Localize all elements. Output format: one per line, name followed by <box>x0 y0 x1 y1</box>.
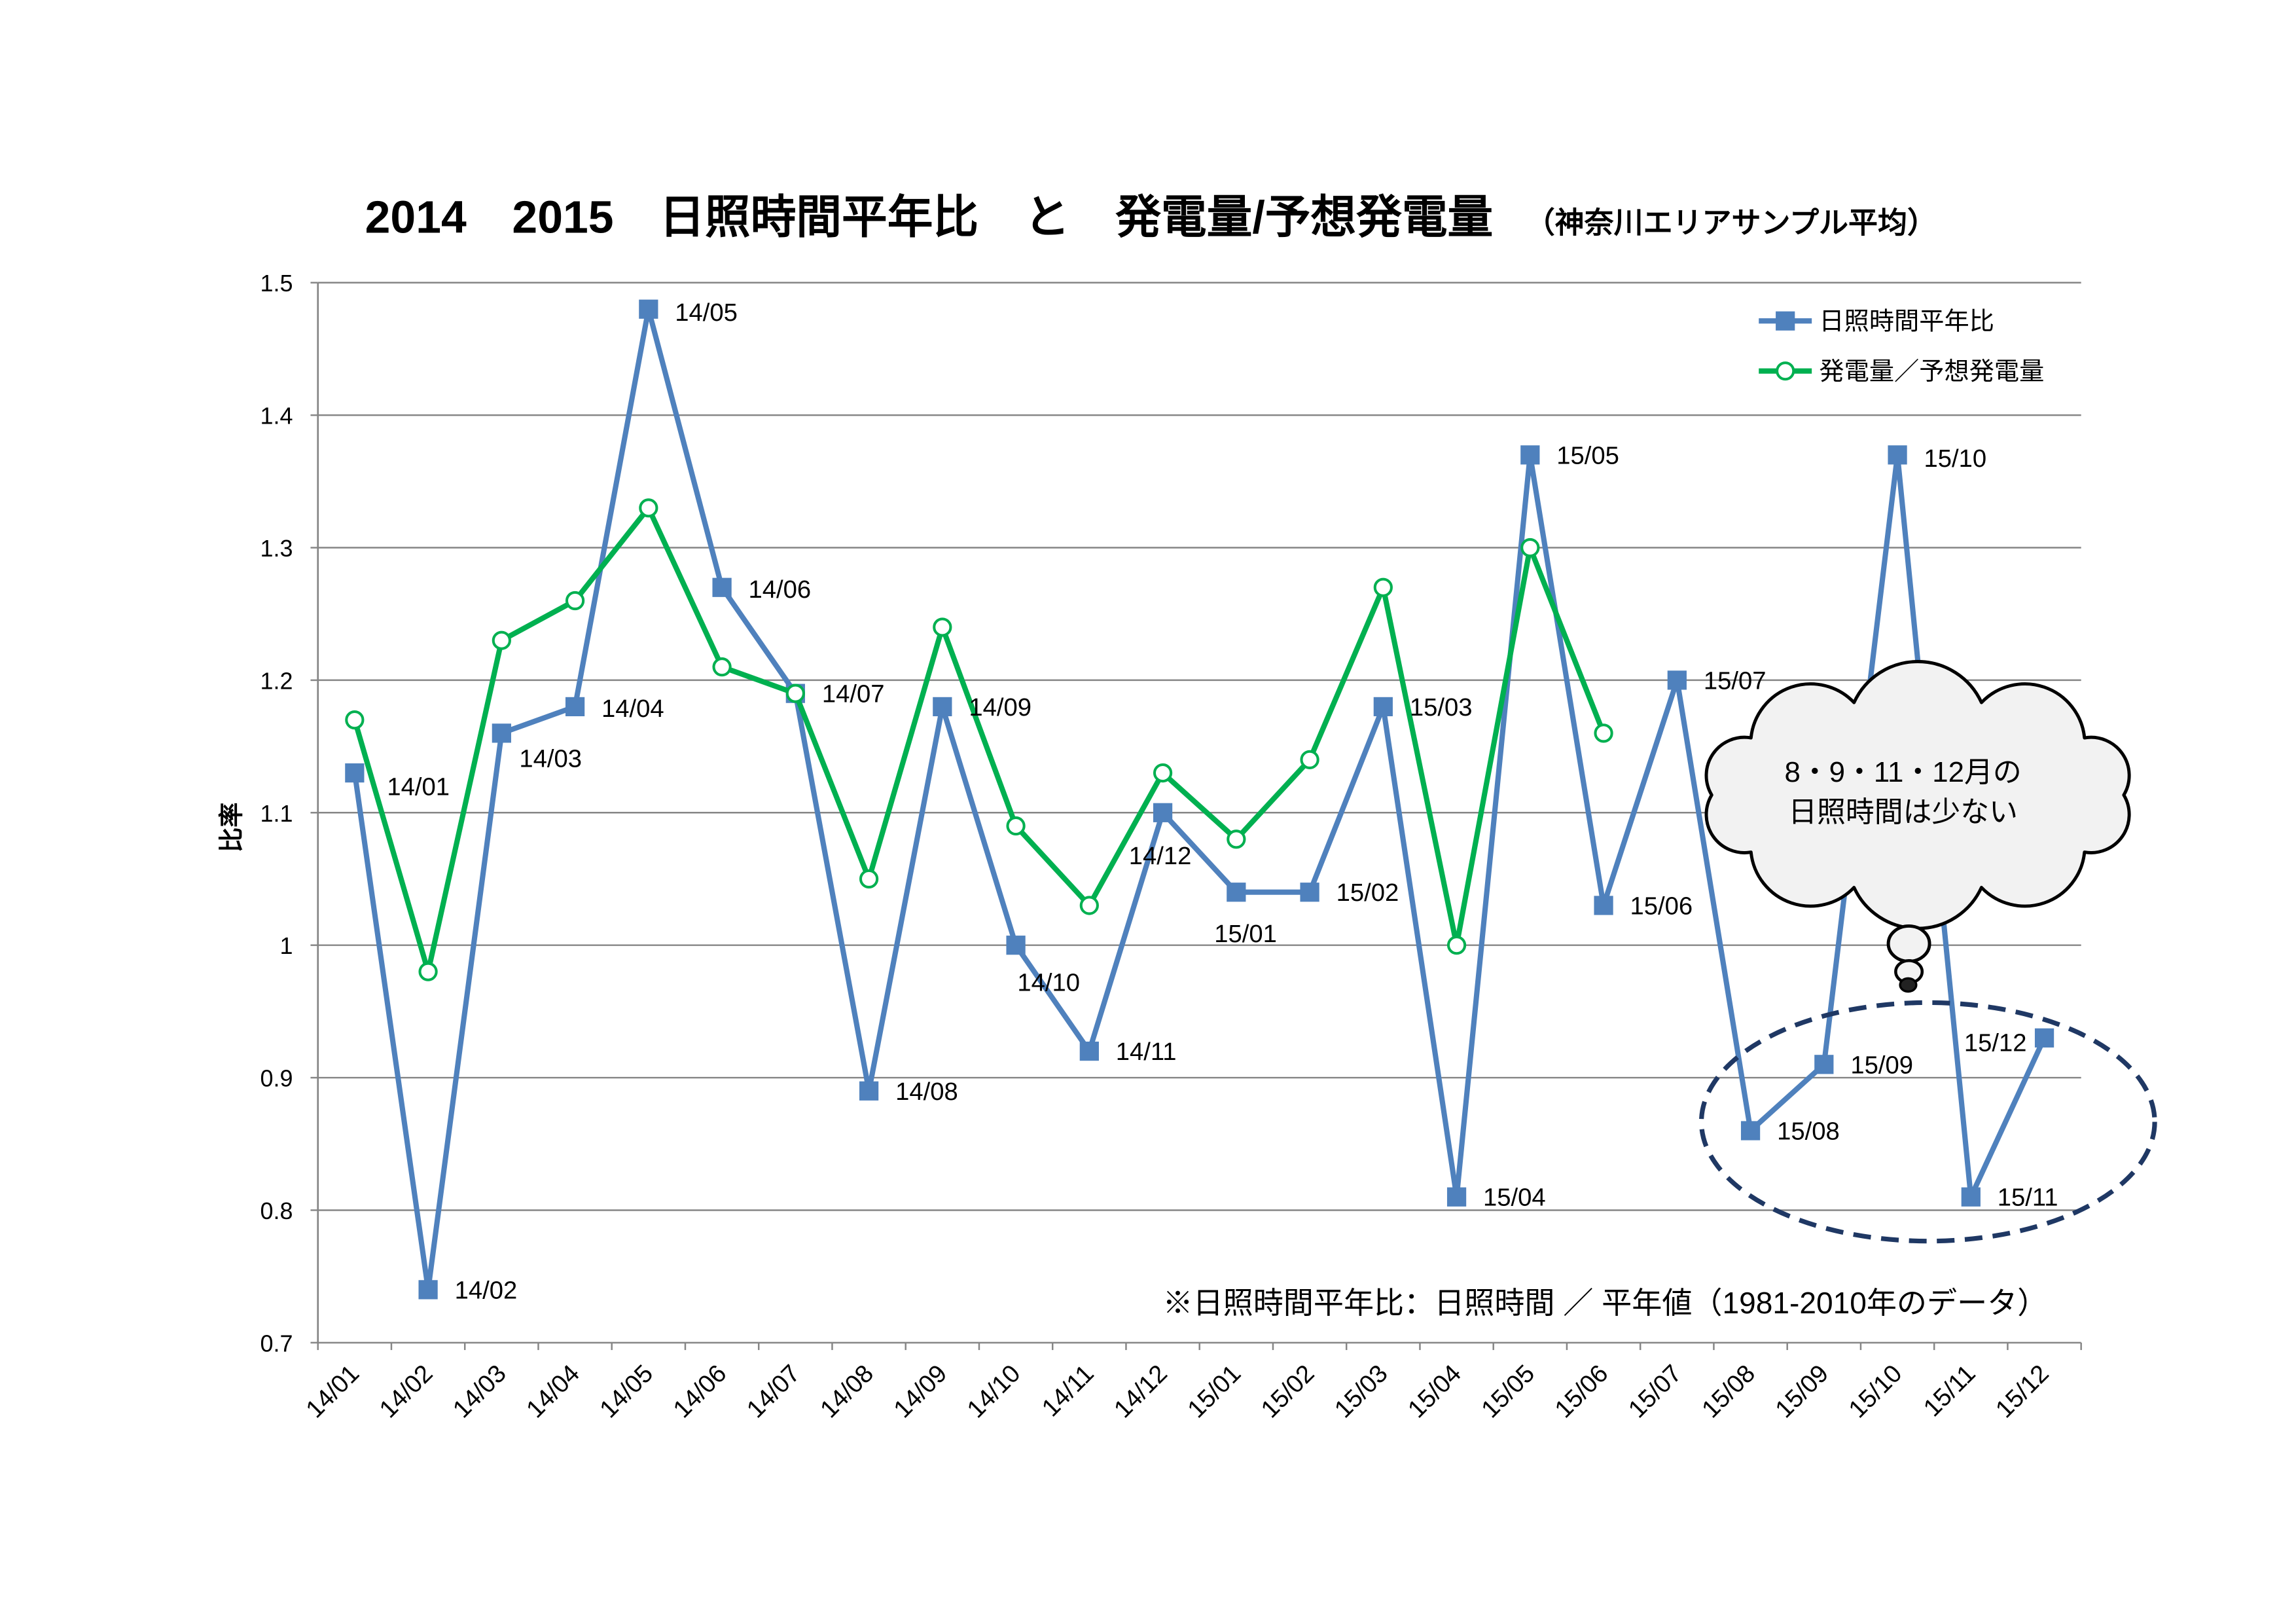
data-label: 14/10 <box>1017 968 1080 996</box>
sunshine-ratio-marker <box>712 577 732 597</box>
y-tick-label: 1.5 <box>260 270 293 297</box>
data-label: 15/04 <box>1483 1184 1546 1212</box>
generation-ratio-marker <box>418 962 438 981</box>
generation-ratio-marker <box>859 869 879 889</box>
legend-label-generation-ratio: 発電量／予想発電量 <box>1819 357 2044 386</box>
sunshine-ratio-marker <box>1667 670 1687 690</box>
generation-ratio-marker <box>345 710 365 730</box>
y-tick-label: 0.7 <box>260 1330 293 1357</box>
sunshine-ratio-line <box>351 306 2047 1292</box>
data-label: 14/06 <box>748 575 811 604</box>
y-axis-label: 比率 <box>218 803 246 852</box>
data-label: 14/01 <box>387 773 450 801</box>
callout-line-2: 日照時間は少ない <box>1788 796 2018 828</box>
generation-ratio-marker <box>1006 816 1026 836</box>
y-tick-label: 1.3 <box>260 535 293 562</box>
legend-item-sunshine-ratio: 日照時間平年比 <box>1759 308 1994 336</box>
data-label: 15/08 <box>1777 1118 1840 1146</box>
data-label: 14/04 <box>601 695 664 723</box>
sunshine-ratio-marker <box>1814 1055 1834 1074</box>
sunshine-ratio-marker <box>418 1280 438 1300</box>
sunshine-ratio-marker <box>1888 445 1907 465</box>
data-label: 14/03 <box>519 745 582 773</box>
callout-cloud: 8・9・11・12月の 日照時間は少ない <box>1704 660 2131 993</box>
generation-ratio-marker <box>1520 538 1540 558</box>
legend-square-marker <box>1776 311 1795 331</box>
sunshine-ratio-marker <box>1594 896 1613 915</box>
generation-ratio-marker <box>639 498 658 518</box>
generation-ratio-marker <box>1227 830 1246 849</box>
data-label: 15/02 <box>1336 879 1399 907</box>
data-label: 14/12 <box>1129 842 1192 870</box>
plot-series <box>345 299 2054 1300</box>
y-tick-label: 1.1 <box>260 800 293 827</box>
generation-ratio-marker <box>1153 763 1173 783</box>
sunshine-ratio-marker <box>1740 1121 1761 1140</box>
data-label: 15/12 <box>1964 1029 2027 1057</box>
y-tick-label: 1.4 <box>260 403 293 429</box>
data-label: 14/05 <box>675 299 738 327</box>
data-label: 15/09 <box>1850 1051 1913 1079</box>
y-tick-label: 1 <box>279 932 293 959</box>
generation-ratio-marker <box>712 657 732 677</box>
sunshine-ratio-marker <box>1006 936 1026 955</box>
data-labels: 14/01 14/02 14/03 14/04 14/05 14/06 14/07 14/08… <box>387 299 2058 1304</box>
data-label: 14/09 <box>969 693 1031 721</box>
data-label: 14/08 <box>895 1078 958 1106</box>
generation-ratio-marker <box>565 591 585 611</box>
sunshine-ratio-marker <box>1227 883 1246 902</box>
sunshine-ratio-marker <box>933 697 952 717</box>
sunshine-ratio-marker <box>1300 883 1319 902</box>
generation-ratio-line <box>351 505 1607 975</box>
sunshine-ratio-marker <box>639 299 658 319</box>
generation-ratio-marker <box>785 684 805 703</box>
sunshine-ratio-marker <box>345 763 365 783</box>
legend: 日照時間平年比 発電量／予想発電量 <box>1759 308 2044 386</box>
y-tick-label: 0.8 <box>260 1197 293 1224</box>
sunshine-ratio-marker <box>1153 803 1173 822</box>
sunshine-ratio-marker <box>1373 697 1393 717</box>
thought-bubble-small <box>1899 977 1918 993</box>
chart-title: 2014 2015 日照時間平年比 と 発電量/予想発電量 （神奈川エリアサンプル… <box>365 191 1937 242</box>
data-label: 15/10 <box>1924 445 1987 473</box>
footnote: ※日照時間平年比：日照時間 ／ 平年値（1981-2010年のデータ） <box>1162 1286 2047 1320</box>
data-label: 14/07 <box>822 680 885 708</box>
generation-ratio-marker <box>1446 936 1467 955</box>
sunshine-ratio-marker <box>1446 1187 1467 1207</box>
legend-circle-marker <box>1776 361 1795 381</box>
legend-label-sunshine-ratio: 日照時間平年比 <box>1819 308 1994 336</box>
sunshine-ratio-marker <box>859 1081 879 1101</box>
y-tick-label: 1.2 <box>260 667 293 694</box>
sunshine-ratio-marker <box>1961 1187 1981 1207</box>
generation-ratio-marker <box>933 617 952 637</box>
data-label: 14/02 <box>455 1276 518 1304</box>
data-label: 15/03 <box>1410 693 1473 721</box>
data-label: 15/05 <box>1556 441 1619 469</box>
highlight-ellipse <box>1698 1000 2157 1244</box>
sunshine-ratio-marker <box>2034 1028 2054 1048</box>
sunshine-ratio-marker <box>1079 1041 1099 1061</box>
generation-ratio-marker <box>492 630 511 650</box>
sunshine-ratio-marker <box>565 697 585 717</box>
y-tick-label: 0.9 <box>260 1065 293 1092</box>
cloud-shape <box>1704 660 2131 930</box>
generation-ratio-marker <box>1300 750 1319 769</box>
data-label: 14/11 <box>1116 1038 1177 1066</box>
data-label: 15/11 <box>1998 1184 2058 1212</box>
thought-bubble-large <box>1886 924 1931 963</box>
sunshine-ratio-marker <box>1520 445 1540 465</box>
sunshine-ratio-marker <box>492 723 511 743</box>
title-text: 2014 2015 日照時間平年比 と 発電量/予想発電量 <box>365 191 1494 242</box>
data-label: 15/06 <box>1630 892 1693 920</box>
legend-item-generation-ratio: 発電量／予想発電量 <box>1759 357 2044 386</box>
data-label: 15/01 <box>1214 920 1277 948</box>
generation-ratio-marker <box>1373 577 1393 597</box>
generation-ratio-marker <box>1079 896 1099 915</box>
callout-line-1: 8・9・11・12月の <box>1784 756 2021 788</box>
generation-ratio-marker <box>1594 723 1613 743</box>
subtitle-text: （神奈川エリアサンプル平均） <box>1526 206 1937 239</box>
data-label: 15/07 <box>1704 666 1767 695</box>
